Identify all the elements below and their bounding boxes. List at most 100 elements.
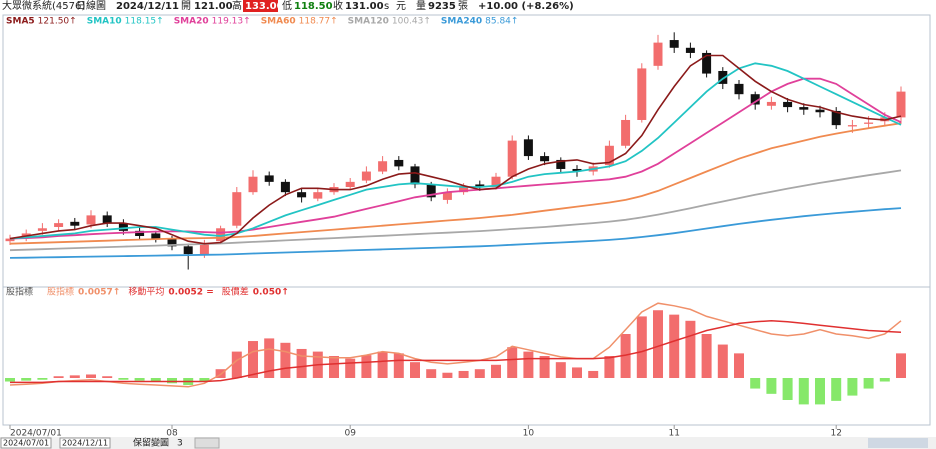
histogram-bar — [669, 314, 680, 378]
volume-unit: 張 — [458, 0, 468, 12]
close: 131.00 — [345, 1, 384, 12]
s-mark: s — [384, 1, 389, 12]
candle-body — [248, 176, 258, 193]
legend-value: 100.43↑ — [392, 17, 431, 27]
legend-name: 移動平均 — [128, 286, 164, 298]
candle-body — [475, 184, 485, 188]
candle-body — [151, 233, 161, 239]
toolbar: 2024/07/01 2024/12/11 保留變圖 3 — [0, 437, 936, 449]
high-box — [243, 0, 278, 12]
histogram-bar — [134, 378, 145, 381]
candle-body — [426, 184, 436, 198]
header: 大眾微系統(4576) 日線圖 2024/12/11 開 121.00 高 13… — [2, 0, 574, 12]
toolbar-bg — [0, 437, 936, 449]
histogram-bar — [118, 378, 129, 380]
x-tick-label: 2024/07/01 — [10, 429, 62, 439]
volume-label: 量 — [416, 0, 426, 12]
legend-value: 0.0052 = — [168, 288, 213, 298]
histogram-bar — [345, 358, 356, 378]
legend-name: SMA10 — [87, 17, 122, 27]
candle-body — [70, 221, 80, 226]
high: 133.00 — [245, 1, 284, 12]
legend-value: 119.13↑ — [212, 17, 251, 27]
end-date: 2024/12/11 — [62, 439, 108, 448]
histogram-bar — [879, 378, 890, 382]
candle-body — [459, 187, 469, 193]
histogram-bar — [102, 376, 113, 378]
histogram-bar — [410, 362, 420, 378]
candle-body — [37, 228, 47, 231]
candle-body — [183, 246, 193, 255]
period: 日線圖 — [76, 0, 106, 12]
candle-body — [280, 181, 290, 193]
stock-name: 大眾微系統(4576) — [2, 0, 85, 12]
low-label: 低 — [282, 0, 292, 12]
line — [9, 77, 902, 240]
histogram-bar — [69, 375, 80, 378]
end-input[interactable] — [59, 437, 111, 449]
keep-value: 3 — [177, 439, 183, 449]
candle-body — [507, 140, 517, 177]
open: 121.00 — [194, 1, 233, 12]
candle-body — [637, 68, 647, 120]
candle-body — [102, 215, 112, 224]
candle-body — [556, 159, 566, 169]
indicator-title: 股指標 — [6, 286, 33, 298]
histogram-bar — [653, 310, 663, 378]
histogram-bar — [426, 369, 437, 378]
candle-body — [702, 52, 712, 74]
histogram-bar — [863, 378, 874, 389]
candle-body — [572, 168, 582, 172]
button[interactable] — [194, 437, 220, 449]
x-tick-label: 10 — [523, 429, 535, 439]
histogram-bar — [766, 378, 777, 394]
x-tick-label: 12 — [830, 429, 841, 439]
candle-body — [378, 161, 388, 172]
candle-body — [815, 109, 825, 113]
x-tick-label: 11 — [668, 429, 679, 439]
candle-body — [394, 159, 404, 167]
candle-body — [799, 107, 809, 110]
histogram-bar — [847, 378, 858, 396]
histogram-bar — [458, 370, 469, 378]
start-input[interactable] — [0, 437, 52, 449]
histogram-bar — [491, 364, 501, 378]
histogram-bar — [604, 356, 615, 378]
candle-body — [264, 175, 274, 182]
histogram-bar — [248, 341, 258, 378]
histogram-bar — [555, 362, 566, 378]
low: 118.50 — [294, 1, 333, 12]
candle-body — [685, 47, 695, 53]
histogram-bar — [620, 334, 631, 378]
candle-body — [313, 192, 323, 199]
x-tick-label: 09 — [344, 429, 356, 439]
candle-body — [345, 181, 355, 188]
zoom-controls[interactable] — [868, 438, 928, 448]
legend-name: SMA60 — [261, 17, 296, 27]
legend-name: SMA240 — [441, 17, 482, 27]
candle-body — [86, 215, 96, 225]
histogram-bar — [86, 374, 96, 378]
candle-body — [540, 156, 550, 162]
candle-body — [442, 192, 452, 200]
legend-name: SMA120 — [348, 17, 389, 27]
histogram-bar — [815, 378, 825, 405]
histogram-bar — [734, 353, 744, 378]
histogram-bar — [685, 320, 696, 378]
line — [9, 62, 902, 240]
candle-body — [361, 171, 371, 181]
histogram-bar — [750, 378, 761, 389]
start-date: 2024/07/01 — [3, 439, 49, 448]
candle-body — [118, 223, 128, 231]
high-label: 高 — [232, 0, 242, 12]
histogram-bar — [329, 356, 339, 378]
histogram-bar — [377, 351, 388, 378]
date: 2024/12/11 — [116, 1, 179, 12]
candle-body — [669, 40, 679, 48]
candle-body — [216, 228, 226, 242]
close-label: 收 — [333, 0, 343, 12]
legend-value: 118.77↑ — [299, 17, 338, 27]
line — [9, 54, 902, 245]
line — [10, 320, 902, 384]
